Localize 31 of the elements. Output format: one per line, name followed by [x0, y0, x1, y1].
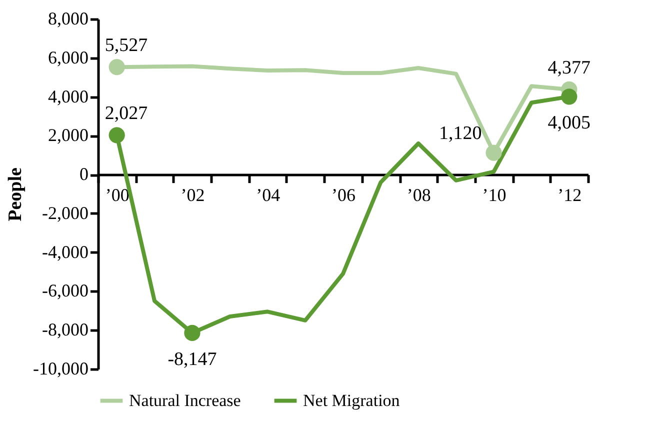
y-tick-label: -2,000: [42, 202, 88, 223]
point: [486, 144, 502, 161]
x-tick-label: ’06: [332, 185, 356, 206]
x-tick-label: ’10: [482, 185, 506, 206]
y-tick-label: -8,000: [42, 320, 88, 340]
data-label: 4,377: [548, 57, 591, 78]
y-tick-label: 2,000: [48, 125, 88, 146]
x-tick-label: ’08: [406, 185, 431, 206]
legend-label: Natural Increase: [129, 390, 241, 410]
y-tick-label: -6,000: [42, 280, 88, 301]
x-tick-label: ’12: [558, 185, 582, 206]
data-label: -8,147: [168, 348, 217, 370]
point: [108, 59, 125, 76]
legend-label: Net Migration: [303, 390, 400, 410]
point: [108, 127, 125, 144]
data-label: 2,027: [104, 103, 148, 124]
y-tick-label: 8,000: [48, 8, 88, 28]
y-tick-label: 4,000: [48, 86, 88, 106]
data-label: 1,120: [439, 122, 482, 144]
point: [561, 88, 578, 105]
y-tick-label: 0: [80, 164, 88, 184]
x-tick-label: ’02: [180, 185, 205, 206]
data-label: 4,005: [548, 112, 591, 134]
y-tick-label: 6,000: [48, 47, 88, 68]
y-axis-title: People: [5, 168, 26, 222]
x-tick-label: ’04: [256, 185, 280, 206]
x-tick-label: ’00: [105, 185, 130, 206]
data-label: 5,527: [104, 35, 148, 56]
point: [184, 324, 200, 342]
y-tick-label: -4,000: [42, 242, 88, 262]
y-tick-label: -10,000: [33, 358, 88, 378]
